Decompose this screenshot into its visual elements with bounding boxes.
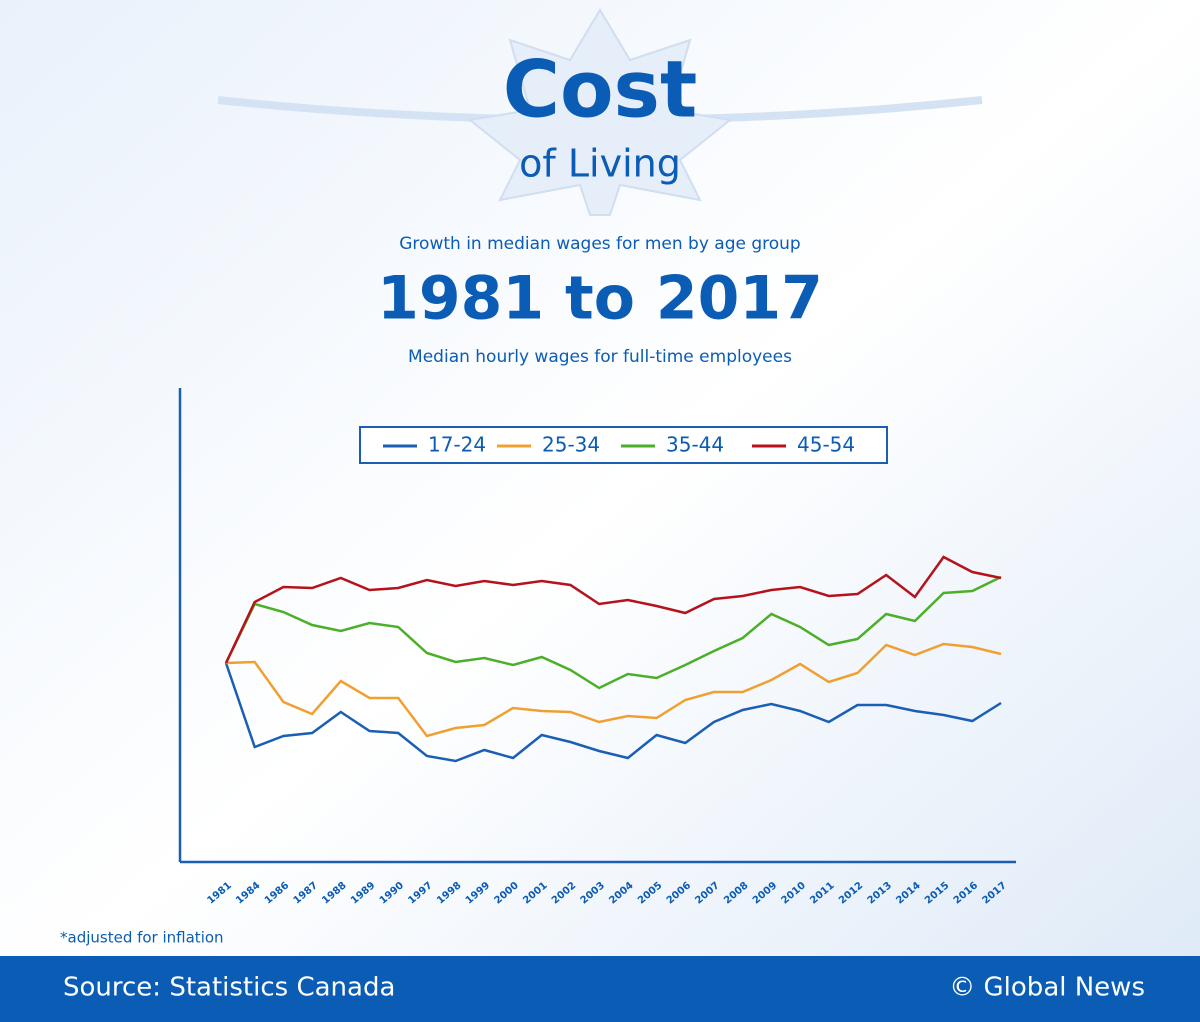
legend-label: 17-24: [428, 433, 486, 457]
logo-cost: Cost: [503, 45, 698, 135]
series-line: [224, 662, 1002, 763]
series-line: [225, 642, 1002, 738]
title: 1981 to 2017: [377, 264, 823, 334]
description: Median hourly wages for full-time employ…: [408, 347, 792, 367]
series-line: [224, 575, 1002, 690]
maple-leaf: [467, 8, 733, 216]
logo-living: of Living: [519, 142, 681, 186]
legend-label: 45-54: [797, 433, 855, 457]
credit: © Global News: [949, 973, 1145, 1003]
footer: [0, 956, 1200, 1022]
footnote: *adjusted for inflation: [60, 929, 224, 947]
series-line: [224, 555, 1002, 664]
subtitle: Growth in median wages for men by age gr…: [399, 234, 800, 254]
source: Source: Statistics Canada: [63, 973, 395, 1003]
legend-label: 35-44: [666, 433, 724, 457]
legend-label: 25-34: [542, 433, 600, 457]
